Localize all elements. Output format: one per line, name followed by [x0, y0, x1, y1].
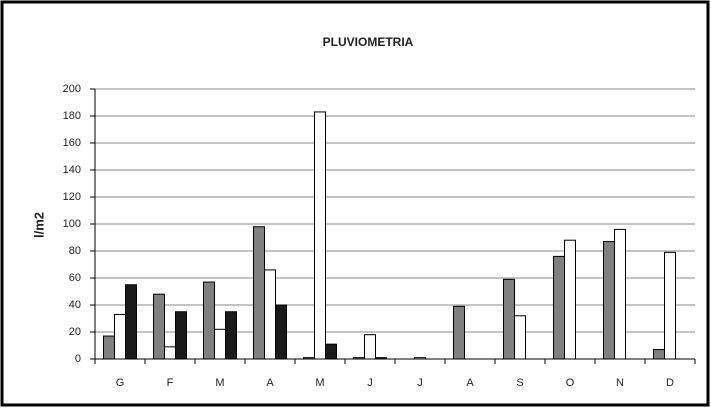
bar	[253, 226, 265, 360]
x-tick-label: J	[417, 377, 423, 389]
bar	[353, 357, 365, 360]
bar	[453, 305, 465, 360]
bar	[314, 111, 326, 360]
bar	[203, 281, 215, 360]
bar	[503, 278, 515, 360]
y-tick-label: 200	[63, 83, 81, 95]
x-tick-label: S	[516, 377, 523, 389]
y-tick-label: 0	[75, 353, 81, 365]
bar	[614, 228, 626, 360]
bar	[553, 255, 565, 360]
y-tick-label: 140	[63, 164, 81, 176]
bar	[225, 311, 237, 360]
x-tick-label: M	[315, 377, 324, 389]
bar	[214, 328, 226, 360]
bar	[125, 284, 137, 360]
bar	[264, 269, 276, 360]
x-tick-label: M	[215, 377, 224, 389]
x-tick-label: O	[566, 377, 575, 389]
y-tick-label: 80	[69, 245, 81, 257]
y-axis-label: l/m2	[31, 212, 46, 238]
x-tick-label: F	[167, 377, 174, 389]
bar	[325, 343, 337, 360]
bar	[303, 357, 315, 360]
x-tick-label: G	[116, 377, 125, 389]
bar	[114, 313, 126, 360]
y-tick-label: 120	[63, 191, 81, 203]
bar	[175, 311, 187, 360]
bar	[414, 357, 426, 360]
bar	[514, 315, 526, 360]
x-tick-label: D	[666, 377, 674, 389]
bar	[653, 349, 665, 360]
x-tick-label: A	[266, 377, 274, 389]
y-tick-label: 180	[63, 110, 81, 122]
y-tick-label: 100	[63, 218, 81, 230]
bar	[603, 241, 615, 360]
bar	[164, 346, 176, 360]
y-tick-label: 20	[69, 326, 81, 338]
bar	[564, 239, 576, 360]
y-tick-label: 160	[63, 137, 81, 149]
bar	[103, 335, 115, 360]
x-tick-label: A	[466, 377, 474, 389]
chart-title: PLUVIOMETRIA	[323, 35, 414, 49]
x-tick-label: N	[616, 377, 624, 389]
bar	[664, 251, 676, 360]
bar	[153, 293, 165, 360]
y-tick-label: 60	[69, 272, 81, 284]
bar	[275, 304, 287, 360]
bar	[364, 334, 376, 360]
y-tick-label: 40	[69, 299, 81, 311]
x-tick-label: J	[367, 377, 373, 389]
bar	[375, 357, 387, 360]
